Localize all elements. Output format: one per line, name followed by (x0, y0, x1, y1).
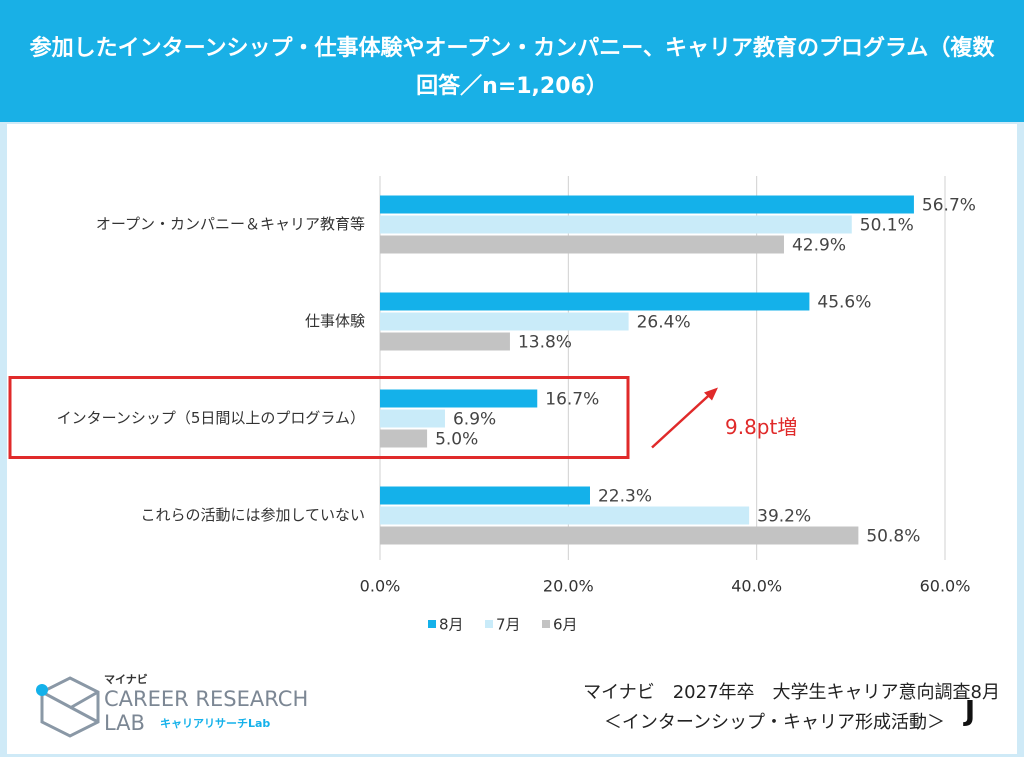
x-tick-label: 0.0% (360, 577, 401, 596)
x-tick-label: 20.0% (543, 577, 594, 596)
value-label: 56.7% (922, 196, 976, 216)
bar (380, 506, 750, 525)
x-tick-label: 40.0% (731, 577, 782, 596)
value-label: 5.0% (435, 430, 478, 450)
category-label: 仕事体験 (305, 312, 365, 330)
category-label: オープン・カンパニー＆キャリア教育等 (96, 215, 365, 233)
legend-swatch (542, 620, 550, 628)
bar (380, 486, 590, 505)
annotation-arrow (651, 391, 713, 449)
value-label: 50.1% (860, 216, 914, 236)
legend-label: 7月 (496, 616, 521, 634)
legend-label: 6月 (553, 616, 578, 634)
value-label: 45.6% (817, 293, 871, 313)
bar (380, 215, 852, 234)
watermark: J (963, 694, 975, 727)
bar (380, 429, 428, 448)
value-label: 22.3% (598, 487, 652, 507)
legend-swatch (485, 620, 493, 628)
category-label: インターンシップ（5日間以上のプログラム） (57, 409, 365, 427)
logo-icon (36, 676, 100, 738)
arrow-head (704, 387, 718, 401)
source-line: マイナビ 2027年卒 大学生キャリア意向調査8月 (583, 682, 1000, 703)
value-label: 16.7% (545, 390, 599, 410)
bar (380, 332, 510, 351)
value-label: 6.9% (453, 410, 496, 430)
brand-small: マイナビ (104, 672, 148, 686)
bar (380, 389, 538, 408)
value-label: 26.4% (637, 313, 691, 333)
legend-swatch (428, 620, 436, 628)
bar (380, 235, 784, 254)
bar (380, 195, 914, 214)
value-label: 13.8% (518, 333, 572, 353)
brand-sub: キャリアリサーチLab (160, 717, 270, 730)
bar (380, 409, 445, 428)
category-label: これらの活動には参加していない (140, 506, 365, 524)
chart-title: 参加したインターンシップ・仕事体験やオープン・カンパニー、キャリア教育のプログラ… (29, 36, 995, 99)
x-tick-label: 60.0% (920, 577, 971, 596)
brand-name: CAREER RESEARCH (104, 687, 308, 711)
header: 参加したインターンシップ・仕事体験やオープン・カンパニー、キャリア教育のプログラ… (0, 0, 1024, 122)
bar (380, 292, 810, 311)
brand-lab: LAB (104, 711, 145, 735)
value-label: 39.2% (757, 507, 811, 527)
value-label: 50.8% (866, 527, 920, 547)
bar (380, 526, 859, 545)
annotation: 9.8pt増 (725, 415, 797, 439)
source-line: ＜インターンシップ・キャリア形成活動＞ (604, 712, 945, 733)
highlight-box (8, 376, 630, 459)
legend-label: 8月 (439, 616, 464, 634)
value-label: 42.9% (792, 236, 846, 256)
bar (380, 312, 629, 331)
